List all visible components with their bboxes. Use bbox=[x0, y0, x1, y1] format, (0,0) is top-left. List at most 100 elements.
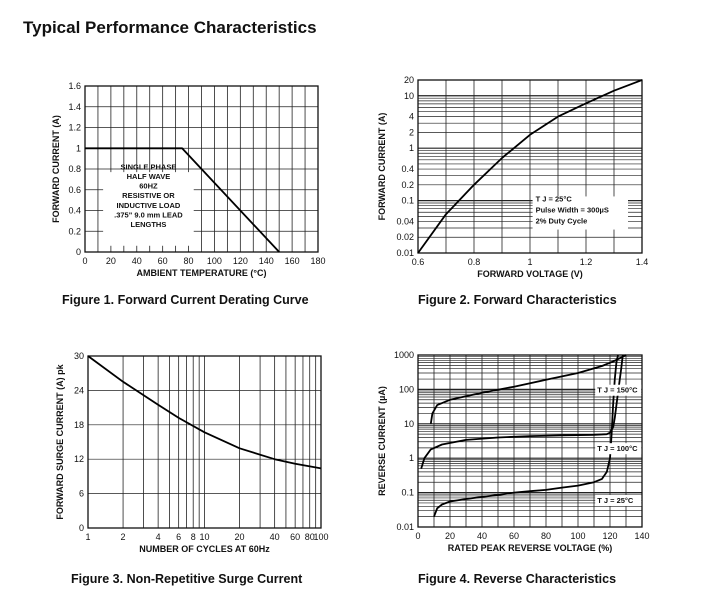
y-axis-label: FORWARD SURGE CURRENT (A) pk bbox=[55, 363, 65, 519]
series-line-3 bbox=[433, 354, 619, 517]
annotation-box bbox=[103, 172, 194, 246]
x-tick-label: 1 bbox=[85, 532, 90, 542]
x-tick-label: 60 bbox=[158, 256, 168, 266]
x-tick-label: 100 bbox=[570, 531, 585, 541]
x-axis-label: AMBIENT TEMPERATURE (°C) bbox=[137, 268, 267, 278]
x-tick-label: 80 bbox=[541, 531, 551, 541]
x-tick-label: 0 bbox=[415, 531, 420, 541]
x-axis-label: FORWARD VOLTAGE (V) bbox=[477, 269, 583, 279]
plot-frame bbox=[87, 355, 322, 529]
y-tick-label: 0.2 bbox=[401, 180, 414, 190]
y-tick-label: 0 bbox=[76, 247, 81, 257]
annotation-line: RESISTIVE OR bbox=[122, 191, 175, 200]
x-tick-label: 100 bbox=[207, 256, 222, 266]
x-tick-label: 40 bbox=[477, 531, 487, 541]
y-tick-label: 0.6 bbox=[68, 185, 81, 195]
x-tick-label: 8 bbox=[191, 532, 196, 542]
x-tick-label: 6 bbox=[176, 532, 181, 542]
y-tick-label: 30 bbox=[74, 351, 84, 361]
y-tick-label: 4 bbox=[409, 112, 414, 122]
series-label-bg bbox=[595, 494, 642, 506]
x-tick-label: 80 bbox=[305, 532, 315, 542]
x-tick-label: 1.2 bbox=[580, 257, 593, 267]
y-tick-label: 1.4 bbox=[68, 102, 81, 112]
figure-2-caption: Figure 2. Forward Characteristics bbox=[418, 293, 617, 307]
y-tick-label: 1000 bbox=[394, 350, 414, 360]
x-tick-label: 180 bbox=[310, 256, 325, 266]
annotation-line: T J = 25°C bbox=[536, 195, 573, 204]
annotation-line: INDUCTIVE LOAD bbox=[117, 201, 181, 210]
page-title: Typical Performance Characteristics bbox=[23, 18, 317, 37]
x-axis-label: NUMBER OF CYCLES AT 60Hz bbox=[139, 544, 270, 554]
y-tick-label: 10 bbox=[404, 419, 414, 429]
x-tick-label: 40 bbox=[270, 532, 280, 542]
y-tick-label: 0.01 bbox=[396, 248, 414, 258]
x-axis-label: RATED PEAK REVERSE VOLTAGE (%) bbox=[448, 543, 613, 553]
y-tick-label: 100 bbox=[399, 384, 414, 394]
y-tick-label: 0.4 bbox=[401, 164, 414, 174]
y-tick-label: 1 bbox=[409, 143, 414, 153]
x-tick-label: 140 bbox=[634, 531, 649, 541]
x-tick-label: 4 bbox=[156, 532, 161, 542]
annotation-line: .375" 9.0 mm LEAD bbox=[114, 210, 183, 219]
series-label: T J = 100°C bbox=[597, 444, 638, 453]
x-tick-label: 10 bbox=[199, 532, 209, 542]
y-tick-label: 24 bbox=[74, 385, 84, 395]
y-tick-label: 20 bbox=[404, 75, 414, 85]
x-tick-label: 60 bbox=[290, 532, 300, 542]
x-tick-label: 80 bbox=[184, 256, 194, 266]
y-tick-label: 0.2 bbox=[68, 226, 81, 236]
y-tick-label: 0.1 bbox=[401, 196, 414, 206]
x-tick-label: 100 bbox=[313, 532, 328, 542]
y-tick-label: 0.1 bbox=[401, 488, 414, 498]
series-line-1 bbox=[417, 79, 643, 254]
annotation-line: Pulse Width = 300µS bbox=[536, 206, 609, 215]
plot-frame bbox=[84, 85, 319, 253]
series-line-2 bbox=[420, 354, 624, 469]
figure-1-caption: Figure 1. Forward Current Derating Curve bbox=[62, 293, 309, 307]
y-tick-label: 0.04 bbox=[396, 216, 414, 226]
x-tick-label: 0 bbox=[82, 256, 87, 266]
figure-4-caption: Figure 4. Reverse Characteristics bbox=[418, 572, 617, 586]
x-tick-label: 20 bbox=[235, 532, 245, 542]
x-tick-label: 0.8 bbox=[468, 257, 481, 267]
x-tick-label: 120 bbox=[602, 531, 617, 541]
x-tick-label: 140 bbox=[259, 256, 274, 266]
x-tick-label: 60 bbox=[509, 531, 519, 541]
figure-3-caption: Figure 3. Non-Repetitive Surge Current bbox=[71, 572, 303, 586]
y-tick-label: 1.2 bbox=[68, 123, 81, 133]
x-tick-label: 20 bbox=[106, 256, 116, 266]
y-tick-label: 0.4 bbox=[68, 206, 81, 216]
y-tick-label: 12 bbox=[74, 454, 84, 464]
y-axis-label: FORWARD CURRENT (A) bbox=[51, 115, 61, 223]
series-label-bg bbox=[595, 443, 642, 455]
series-line-1 bbox=[85, 147, 280, 253]
y-tick-label: 1 bbox=[409, 453, 414, 463]
y-tick-label: 1.6 bbox=[68, 81, 81, 91]
x-tick-label: 20 bbox=[445, 531, 455, 541]
y-tick-label: 18 bbox=[74, 420, 84, 430]
series-line-1 bbox=[87, 355, 322, 470]
y-tick-label: 2 bbox=[409, 127, 414, 137]
x-tick-label: 0.6 bbox=[412, 257, 425, 267]
x-tick-label: 1.4 bbox=[636, 257, 649, 267]
series-label: T J = 150°C bbox=[597, 386, 638, 395]
y-tick-label: 0.02 bbox=[396, 232, 414, 242]
annotation-line: SINGLE PHASE bbox=[121, 162, 177, 171]
plot-frame bbox=[417, 79, 643, 254]
y-tick-label: 0.8 bbox=[68, 164, 81, 174]
x-tick-label: 1 bbox=[527, 257, 532, 267]
y-tick-label: 10 bbox=[404, 91, 414, 101]
y-axis-label: REVERSE CURRENT (µA) bbox=[377, 386, 387, 496]
y-tick-label: 0.01 bbox=[396, 522, 414, 532]
annotation-line: 60HZ bbox=[139, 182, 158, 191]
y-tick-label: 0 bbox=[79, 523, 84, 533]
plot-frame bbox=[417, 354, 643, 528]
y-tick-label: 1 bbox=[76, 143, 81, 153]
annotation-box bbox=[532, 196, 628, 230]
annotation-line: 2% Duty Cycle bbox=[536, 217, 588, 226]
x-tick-label: 160 bbox=[285, 256, 300, 266]
